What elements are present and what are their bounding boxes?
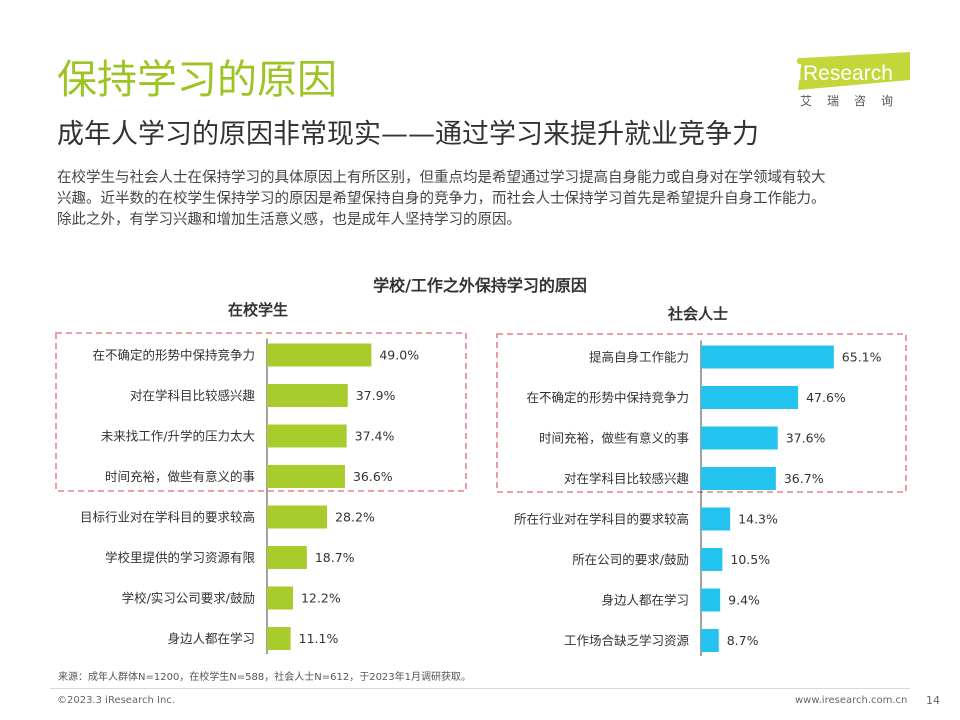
highlight-box-student — [55, 332, 467, 492]
category-label: 时间充裕，做些有意义的事 — [539, 431, 689, 446]
bar-professional — [701, 629, 719, 652]
bar-professional — [701, 588, 721, 612]
category-label: 所在行业对在学科目的要求较高 — [514, 512, 689, 527]
intro-line: 在校学生与社会人士在保持学习的具体原因上有所区别，但重点均是希望通过学习提高自身… — [57, 170, 826, 186]
logo-i-dot — [796, 57, 804, 65]
panel-title-students: 在校学生 — [228, 301, 289, 319]
intro-paragraph: 在校学生与社会人士在保持学习的具体原因上有所区别，但重点均是希望通过学习提高自身… — [57, 168, 917, 231]
bar-professional — [701, 467, 776, 490]
source-note: 来源：成年人群体N=1200，在校学生N=588，社会人士N=612，于2023… — [58, 672, 472, 683]
category-label: 在不确定的形势中保持竞争力 — [526, 390, 689, 405]
category-label: 学校/实习公司要求/鼓励 — [122, 591, 255, 606]
bar-professional — [701, 548, 723, 571]
value-label: 37.6% — [786, 431, 826, 446]
bar-professional — [701, 507, 731, 531]
bar-student — [267, 505, 328, 529]
logo-accent-shape — [798, 52, 910, 90]
category-label: 提高自身工作能力 — [589, 350, 689, 365]
category-label: 所在公司的要求/鼓励 — [572, 552, 689, 567]
intro-line: 除此之外，有学习兴趣和增加生活意义感，也是成年人坚持学习的原因。 — [57, 212, 521, 228]
logo-tagline: 艾瑞咨询 — [800, 94, 909, 108]
value-label: 8.7% — [727, 633, 759, 648]
category-label: 学校里提供的学习资源有限 — [105, 550, 256, 565]
bar-student — [267, 343, 372, 367]
page-title: 保持学习的原因 — [57, 57, 337, 103]
value-label: 12.2% — [301, 591, 341, 606]
value-label: 36.7% — [784, 471, 824, 486]
value-label: 14.3% — [738, 512, 778, 527]
value-label: 49.0% — [379, 348, 419, 363]
page-number: 14 — [926, 694, 940, 707]
value-label: 36.6% — [353, 469, 393, 484]
iresearch-logo: i Research — [796, 52, 910, 90]
value-label: 37.4% — [355, 429, 395, 444]
category-label: 对在学科目比较感兴趣 — [130, 388, 256, 403]
value-label: 9.4% — [728, 593, 760, 608]
bar-student — [267, 384, 348, 407]
bar-student — [267, 627, 291, 650]
bar-professional — [701, 386, 799, 409]
value-label: 11.1% — [299, 631, 339, 646]
category-label: 身边人都在学习 — [601, 593, 689, 608]
category-label: 对在学科目比较感兴趣 — [564, 471, 690, 486]
intro-line: 兴趣。近半数的在校学生保持学习的原因是希望保持自身的竞争力，而社会人士保持学习首… — [57, 191, 826, 207]
website-url: www.iresearch.com.cn — [795, 695, 908, 706]
logo-brand-i: i — [796, 62, 802, 85]
bar-professional — [701, 345, 834, 369]
bar-student — [267, 546, 307, 569]
panel-title-professionals: 社会人士 — [668, 305, 729, 323]
bar-student — [267, 424, 347, 448]
category-label: 在不确定的形势中保持竞争力 — [92, 348, 255, 363]
footer-divider — [50, 688, 910, 689]
category-label: 时间充裕，做些有意义的事 — [105, 469, 255, 484]
bar-student — [267, 465, 345, 488]
category-label: 未来找工作/升学的压力太大 — [101, 429, 255, 444]
value-label: 28.2% — [335, 510, 375, 525]
category-label: 身边人都在学习 — [167, 631, 255, 646]
page-subtitle: 成年人学习的原因非常现实——通过学习来提升就业竞争力 — [57, 119, 759, 150]
value-label: 10.5% — [730, 552, 770, 567]
chart-title: 学校/工作之外保持学习的原因 — [373, 276, 587, 295]
copyright: ©2023.3 iResearch Inc. — [57, 695, 175, 706]
bar-professional — [701, 426, 778, 450]
category-label: 工作场合缺乏学习资源 — [564, 633, 690, 648]
logo-brand-text: Research — [803, 62, 893, 85]
value-label: 65.1% — [842, 350, 882, 365]
bar-student — [267, 586, 293, 610]
value-label: 18.7% — [315, 550, 355, 565]
value-label: 47.6% — [806, 390, 846, 405]
category-label: 目标行业对在学科目的要求较高 — [80, 510, 255, 525]
value-label: 37.9% — [356, 388, 396, 403]
